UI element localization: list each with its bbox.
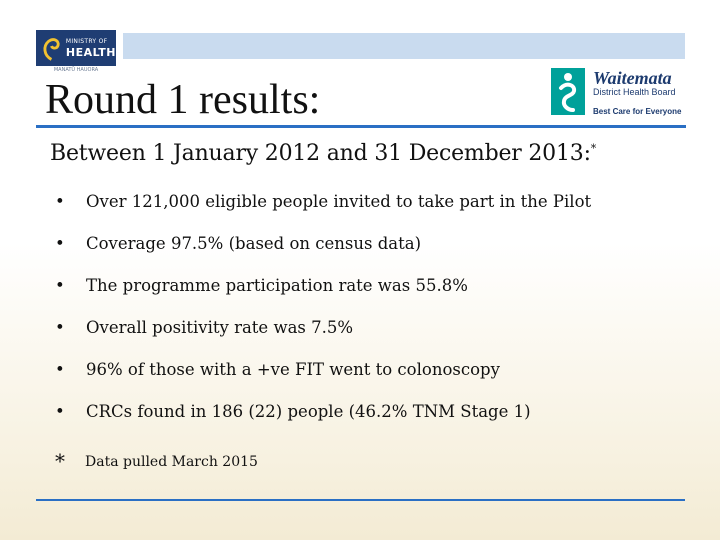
logo-line-2: HEALTH (65, 45, 116, 59)
bullet-icon: • (55, 402, 65, 421)
list-item: • Coverage 97.5% (based on census data) (55, 234, 695, 258)
logo-line-1: MINISTRY OF (65, 37, 108, 45)
footnote-marker: * (55, 449, 65, 473)
logo-subtext: MANATŪ HAUORA (53, 67, 99, 73)
list-item: • CRCs found in 186 (22) people (46.2% T… (55, 402, 695, 426)
title-divider (36, 125, 686, 128)
bullet-icon: • (55, 276, 65, 295)
list-item: • Overall positivity rate was 7.5% (55, 318, 695, 342)
footnote: * Data pulled March 2015 (55, 449, 695, 473)
list-item-text: The programme participation rate was 55.… (86, 276, 468, 295)
list-item-text: CRCs found in 186 (22) people (46.2% TNM… (86, 402, 531, 421)
bullet-icon: • (55, 318, 65, 337)
bullet-icon: • (55, 360, 65, 379)
intro-label: Between 1 January 2012 and 31 December 2… (50, 141, 591, 166)
list-item: • The programme participation rate was 5… (55, 276, 695, 300)
ministry-of-health-logo: MINISTRY OF HEALTH (36, 30, 116, 66)
list-item: • Over 121,000 eligible people invited t… (55, 192, 695, 216)
footnote-text: Data pulled March 2015 (85, 454, 258, 470)
waitemata-dhb-logo: Waitemata District Health Board Best Car… (551, 68, 686, 120)
wdhb-tagline: Best Care for Everyone (593, 107, 682, 116)
list-item: • 96% of those with a +ve FIT went to co… (55, 360, 695, 384)
list-item-text: Overall positivity rate was 7.5% (86, 318, 354, 337)
wdhb-subtitle: District Health Board (593, 87, 676, 97)
koru-icon (43, 38, 60, 61)
wdhb-name: Waitemata (593, 68, 672, 88)
bullet-icon: • (55, 192, 65, 211)
waitemata-figure-icon (551, 68, 585, 115)
intro-footnote-marker: * (590, 142, 597, 155)
list-item-text: Over 121,000 eligible people invited to … (86, 192, 592, 211)
intro-text: Between 1 January 2012 and 31 December 2… (50, 141, 596, 166)
bullet-icon: • (55, 234, 65, 253)
header-band (123, 33, 685, 59)
list-item-text: 96% of those with a +ve FIT went to colo… (86, 360, 500, 379)
list-item-text: Coverage 97.5% (based on census data) (86, 234, 422, 253)
page-title: Round 1 results: (45, 77, 321, 123)
footer-divider (36, 499, 685, 501)
